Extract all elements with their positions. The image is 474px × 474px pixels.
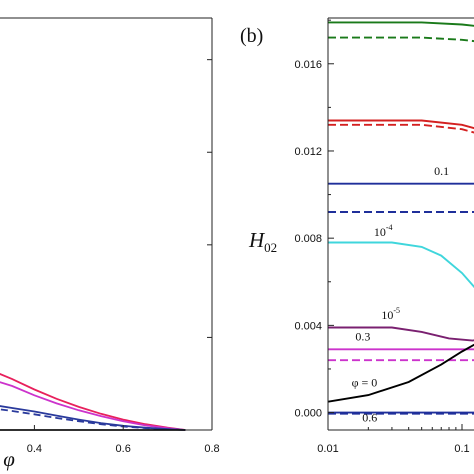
- panel-b-y-tick-label-3: 0.012: [294, 146, 322, 158]
- panel-b-series-line-2: [328, 119, 474, 130]
- panel-b-y-tick-label-1: 0.004: [294, 320, 322, 332]
- panel-a-series: [0, 373, 186, 431]
- panel-b-series-line-0: [328, 21, 474, 27]
- panel-b-y-tick-label-2: 0.008: [294, 233, 322, 245]
- panel-b-x-tick-label-1: 0.1: [454, 443, 469, 455]
- panel-b-curve-label-5: φ = 0: [352, 375, 378, 389]
- panel-a-x-tick-label-2: 0.8: [204, 443, 219, 455]
- panel-b-series-line-6: [328, 241, 474, 289]
- panel-a-x-tick-label-1: 0.6: [116, 443, 131, 455]
- panel-a-x-axis-label: φ: [3, 447, 15, 471]
- panel-b-curve-label-1: 0.1: [434, 164, 449, 178]
- panel-b-label: (b): [240, 25, 263, 47]
- panel-b-y-axis-label: H02: [248, 228, 277, 255]
- panel-b-y-axis-label-subscript: 02: [264, 240, 277, 255]
- panel-b-tick-labels: 0.000 0.004 0.008 0.012 0.016 0.01 0.1: [294, 59, 469, 455]
- panel-b-series-line-3: [328, 123, 474, 134]
- panel-b-x-tick-label-0: 0.01: [317, 443, 338, 455]
- panel-b-y-tick-label-0: 0.000: [294, 408, 322, 420]
- panel-b-series-line-10: [328, 343, 474, 403]
- panel-b-axes: [327, 17, 474, 431]
- panel-b-curve-label-4: 0.3: [355, 330, 370, 344]
- panel-b-series-line-4: [328, 182, 474, 185]
- panel-b-curve-label-3: 10-5: [381, 306, 400, 322]
- panel-b-series: [328, 21, 474, 415]
- panel-a-series-line-1: [0, 381, 186, 431]
- panel-b-series-line-1: [328, 36, 474, 43]
- panel-a-tick-labels: 0.4 0.6 0.8: [27, 443, 220, 455]
- panel-a-axes: [0, 17, 213, 431]
- panel-b-y-tick-label-4: 0.016: [294, 59, 322, 71]
- panel-b-curve-labels: 10-30.110-410-50.3φ = 00.6: [352, 164, 450, 424]
- panel-b-curve-label-2: 10-4: [374, 223, 393, 239]
- panel-b-series-line-7: [328, 326, 474, 342]
- panel-a: 0.4 0.6 0.8 φ: [0, 17, 220, 471]
- panel-b-y-axis-label-main: H: [248, 228, 266, 252]
- panel-a-x-tick-label-0: 0.4: [27, 443, 42, 455]
- panel-a-series-line-3: [0, 408, 186, 431]
- panel-b-curve-label-6: 0.6: [362, 410, 377, 424]
